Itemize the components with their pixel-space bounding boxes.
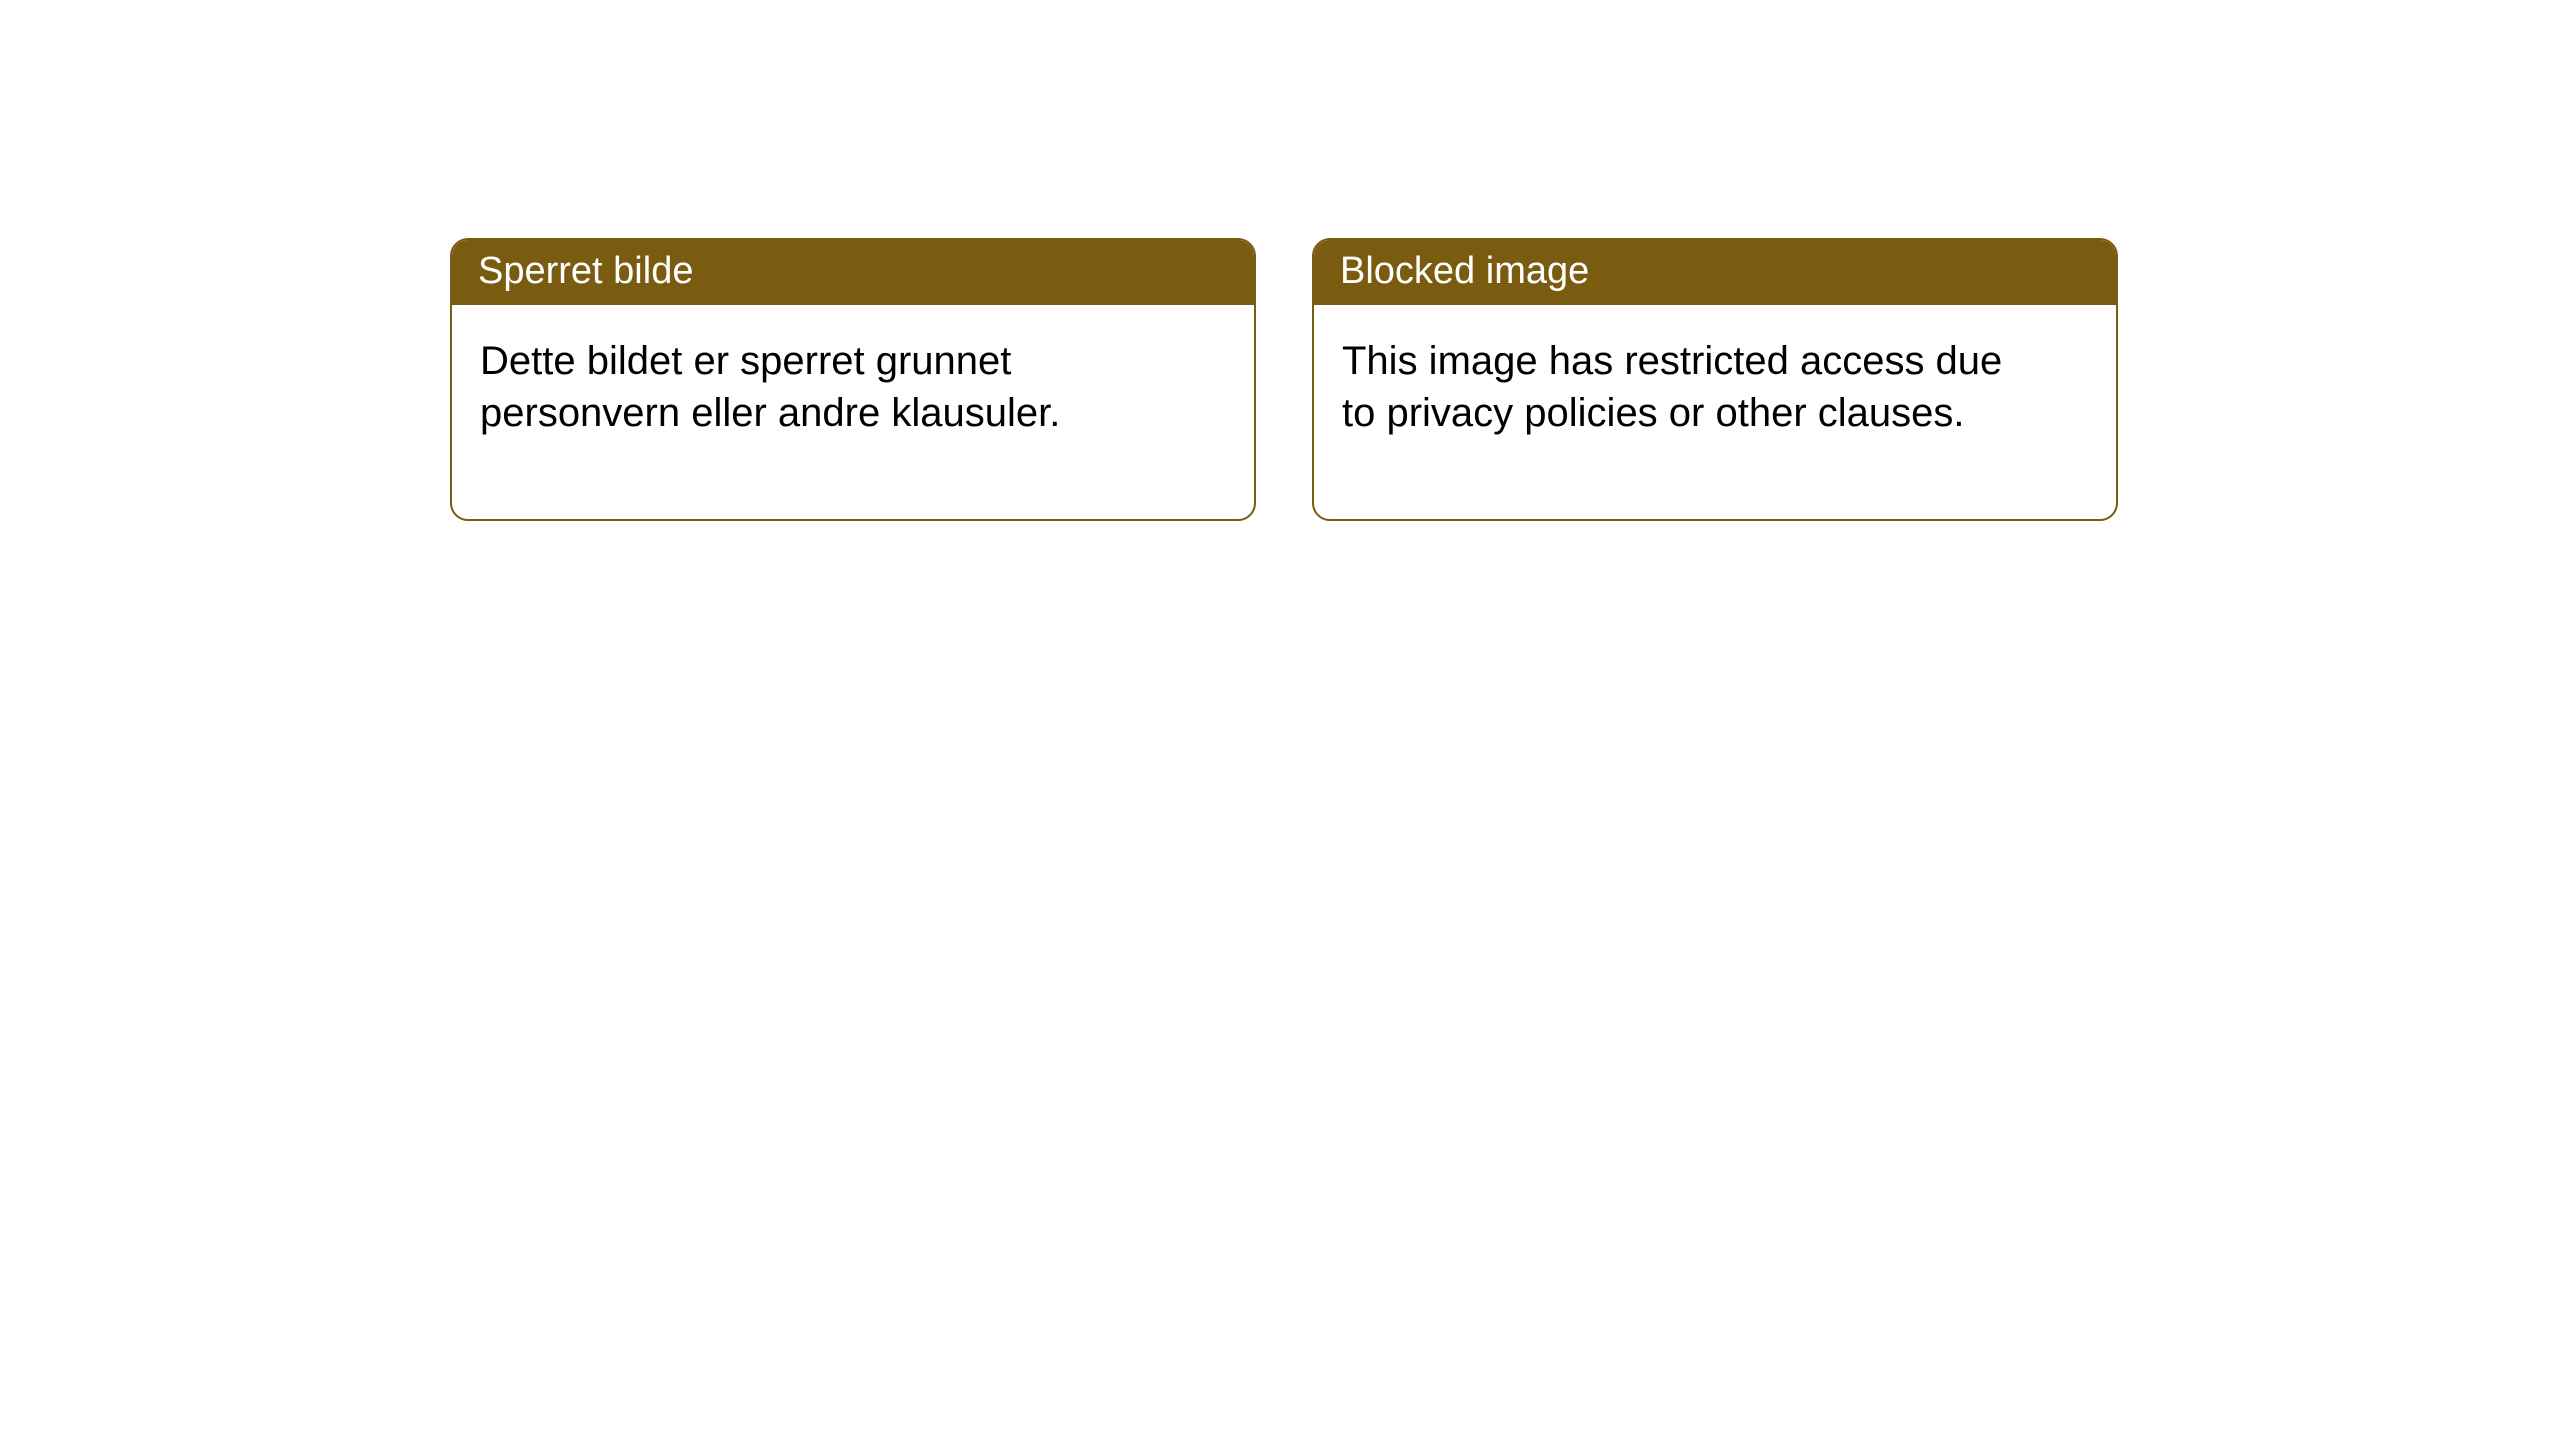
notice-card-english: Blocked image This image has restricted … [1312, 238, 2118, 521]
notice-card-norwegian: Sperret bilde Dette bildet er sperret gr… [450, 238, 1256, 521]
notice-body-english: This image has restricted access due to … [1314, 305, 2034, 519]
notice-title-norwegian: Sperret bilde [452, 240, 1254, 305]
notice-container: Sperret bilde Dette bildet er sperret gr… [0, 0, 2560, 521]
notice-body-norwegian: Dette bildet er sperret grunnet personve… [452, 305, 1172, 519]
notice-title-english: Blocked image [1314, 240, 2116, 305]
